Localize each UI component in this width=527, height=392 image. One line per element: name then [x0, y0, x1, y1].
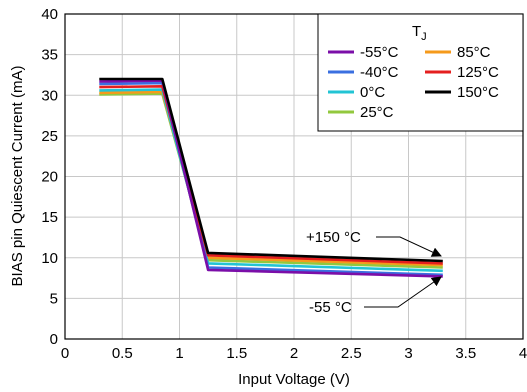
legend-label: 25°C [360, 104, 394, 121]
plot-frame [64, 13, 524, 340]
legend-label: 125°C [457, 64, 499, 81]
x-tick-label: 3 [404, 345, 412, 362]
legend-title: TJ [412, 23, 427, 43]
legend-label: 150°C [457, 84, 499, 101]
y-tick-label: 25 [41, 128, 58, 145]
y-tick-label: 5 [50, 290, 58, 307]
annotation-plus-150-arrow [376, 236, 442, 257]
annotation-minus-55-arrow [364, 276, 442, 308]
legend-title-main: T [412, 23, 421, 40]
legend-title-sub: J [421, 31, 427, 43]
y-tick-label: 35 [41, 47, 58, 64]
y-tick-labels: 0 5 10 15 20 25 30 35 40 [41, 6, 58, 348]
series-layer [99, 77, 443, 278]
annotation-minus-55: -55 °C [309, 276, 442, 316]
y-axis-label: BIAS pin Quiescent Current (mA) [9, 66, 26, 287]
annotation-plus-150: +150 °C [306, 229, 442, 257]
legend-label: 85°C [457, 44, 491, 61]
y-tick-label: 15 [41, 209, 58, 226]
annotation-minus-55-label: -55 °C [309, 299, 352, 316]
x-tick-label: 1 [175, 345, 183, 362]
series-line [99, 79, 443, 278]
x-tick-label: 0.5 [112, 345, 133, 362]
x-tick-label: 1.5 [226, 345, 247, 362]
x-tick-label: 2.5 [341, 345, 362, 362]
legend-label: -55°C [360, 44, 399, 61]
series-line [99, 77, 443, 263]
y-tick-label: 0 [50, 331, 58, 348]
x-tick-label: 4 [519, 345, 527, 362]
grid [65, 14, 523, 339]
x-tick-label: 0 [61, 345, 69, 362]
y-tick-label: 30 [41, 87, 58, 104]
x-tick-labels: 0 0.5 1 1.5 2 2.5 3 3.5 4 [61, 345, 527, 362]
legend-label: 0°C [360, 84, 385, 101]
annotation-plus-150-label: +150 °C [306, 229, 361, 246]
y-tick-label: 20 [41, 169, 58, 186]
x-tick-label: 3.5 [455, 345, 476, 362]
x-axis-label: Input Voltage (V) [238, 371, 350, 388]
legend-items: -55°C -40°C 0°C 25°C 85°C 125°C 150°C [328, 44, 499, 121]
legend: TJ -55°C -40°C 0°C 25°C 85°C 125°C 150°C [317, 13, 524, 132]
legend-label: -40°C [360, 64, 399, 81]
y-tick-label: 40 [41, 6, 58, 23]
y-tick-label: 10 [41, 250, 58, 267]
x-tick-label: 2 [290, 345, 298, 362]
